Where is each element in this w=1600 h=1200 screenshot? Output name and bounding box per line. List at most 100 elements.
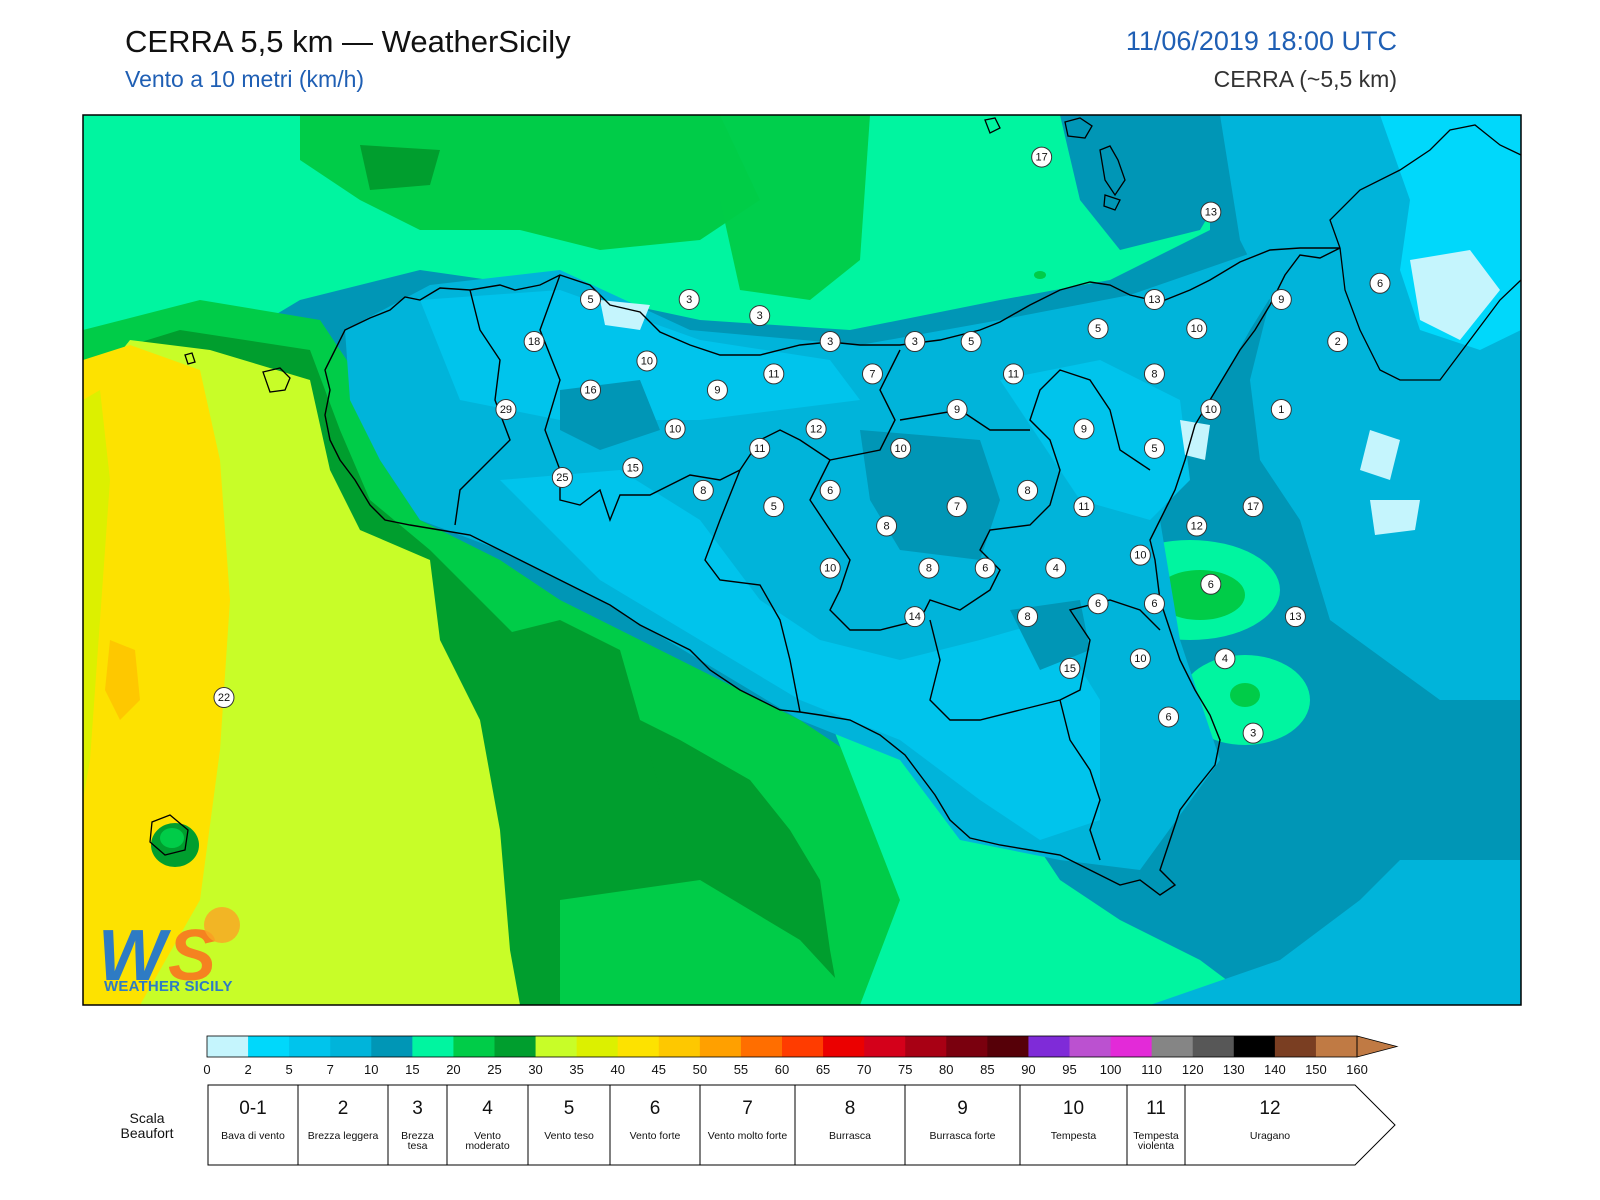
colorbar-tick-label: 120 (1182, 1062, 1204, 1077)
colorbar-swatch (412, 1036, 454, 1057)
station-value: 7 (954, 501, 960, 513)
colorbar-tick-label: 55 (734, 1062, 748, 1077)
colorbar-arrow (1356, 1035, 1399, 1058)
station-circle (819, 557, 841, 579)
colorbar-tick-label: 45 (652, 1062, 666, 1077)
colorbar-swatch (946, 1036, 988, 1057)
station-marker: 11 (1073, 496, 1095, 518)
station-marker: 2 (1327, 331, 1349, 353)
station-value: 7 (869, 368, 875, 380)
beaufort-title: Scala Beaufort (120, 1110, 174, 1141)
colorbar-tick-label: 140 (1264, 1062, 1286, 1077)
station-value: 11 (1008, 368, 1019, 380)
station-marker: 11 (749, 437, 771, 459)
beaufort-description: Vento forte (629, 1130, 681, 1142)
station-value: 5 (587, 294, 593, 306)
colorbar-swatch (823, 1036, 865, 1057)
map-subtitle: Vento a 10 metri (km/h) (125, 66, 365, 92)
beaufort-number: 12 (1259, 1098, 1281, 1119)
beaufort-description: Burrasca (828, 1130, 871, 1142)
colorbar-swatch (494, 1036, 537, 1057)
colorbar-swatch (1233, 1036, 1276, 1057)
station-marker: 5 (580, 288, 602, 310)
station-value: 5 (1095, 323, 1101, 335)
station-value: 6 (1151, 598, 1157, 610)
colorbar-swatch (1151, 1036, 1194, 1057)
station-circle (819, 479, 841, 501)
colorbar-swatch (905, 1036, 947, 1057)
station-circle (918, 557, 940, 579)
beaufort-number: 9 (957, 1098, 968, 1119)
station-value: 3 (827, 336, 833, 348)
colorbar-swatch (248, 1036, 290, 1057)
station-circle (1200, 399, 1222, 421)
station-value: 3 (686, 294, 692, 306)
station-value: 15 (627, 462, 639, 474)
beaufort-description: Tempesta violenta (1133, 1130, 1179, 1152)
station-circle (523, 331, 545, 353)
station-circle (213, 687, 235, 709)
station-circle (876, 515, 898, 537)
station-circle (890, 437, 912, 459)
beaufort-description: Vento moderato (465, 1130, 510, 1152)
colorbar-tick-label: 70 (857, 1062, 871, 1077)
station-marker: 6 (974, 557, 996, 579)
station-marker: 10 (1129, 648, 1151, 670)
station-circle (636, 350, 658, 372)
station-circle (763, 363, 785, 385)
station-marker: 3 (1242, 722, 1264, 744)
wind-field (83, 115, 1521, 1005)
beaufort-description: Vento teso (544, 1130, 594, 1142)
colorbar-tick-label: 40 (610, 1062, 624, 1077)
colorbar-tick-label: 5 (286, 1062, 293, 1077)
beaufort-number: 6 (649, 1098, 661, 1119)
colorbar-swatch (371, 1036, 413, 1057)
station-circle (1186, 515, 1208, 537)
station-value: 14 (909, 611, 921, 623)
colorbar-swatch (1192, 1036, 1235, 1057)
beaufort-number: 0-1 (239, 1098, 267, 1119)
colorbar-tick-label: 25 (487, 1062, 501, 1077)
model-label: CERRA (~5,5 km) (1213, 66, 1397, 92)
station-circle (1017, 606, 1039, 628)
station-value: 13 (1289, 611, 1301, 623)
colorbar-swatch (699, 1036, 742, 1057)
station-circle (1270, 399, 1292, 421)
station-circle (580, 379, 602, 401)
station-value: 9 (714, 385, 720, 397)
station-marker: 22 (213, 687, 235, 709)
station-circle (1017, 479, 1039, 501)
station-marker: 4 (1214, 648, 1236, 670)
station-value: 10 (895, 443, 907, 455)
station-circle (974, 557, 996, 579)
beaufort-number: 10 (1062, 1098, 1085, 1119)
station-circle (664, 418, 686, 440)
station-marker: 29 (495, 399, 517, 421)
station-circle (692, 479, 714, 501)
station-circle (1045, 557, 1067, 579)
station-value: 8 (1151, 368, 1157, 380)
station-value: 22 (218, 692, 230, 704)
station-value: 9 (954, 404, 960, 416)
colorbar-swatch (740, 1036, 783, 1057)
station-marker: 9 (1073, 418, 1095, 440)
weathersicily-logo: W S (98, 907, 240, 996)
svg-text:W: W (98, 916, 172, 996)
station-marker: 3 (819, 331, 841, 353)
valid-datetime: 11/06/2019 18:00 UTC (1125, 26, 1397, 56)
station-circle (1369, 272, 1391, 294)
colorbar-tick-label: 130 (1223, 1062, 1245, 1077)
station-marker: 7 (946, 496, 968, 518)
colorbar-tick-label: 85 (980, 1062, 994, 1077)
station-circle (1284, 606, 1306, 628)
station-circle (749, 305, 771, 327)
station-marker: 1 (1270, 399, 1292, 421)
colorbar-tick-label: 15 (405, 1062, 419, 1077)
station-value: 11 (768, 368, 779, 380)
station-marker: 3 (904, 331, 926, 353)
station-marker: 6 (1369, 272, 1391, 294)
station-value: 25 (556, 472, 568, 484)
colorbar-tick-label: 80 (939, 1062, 953, 1077)
station-value: 13 (1148, 294, 1160, 306)
